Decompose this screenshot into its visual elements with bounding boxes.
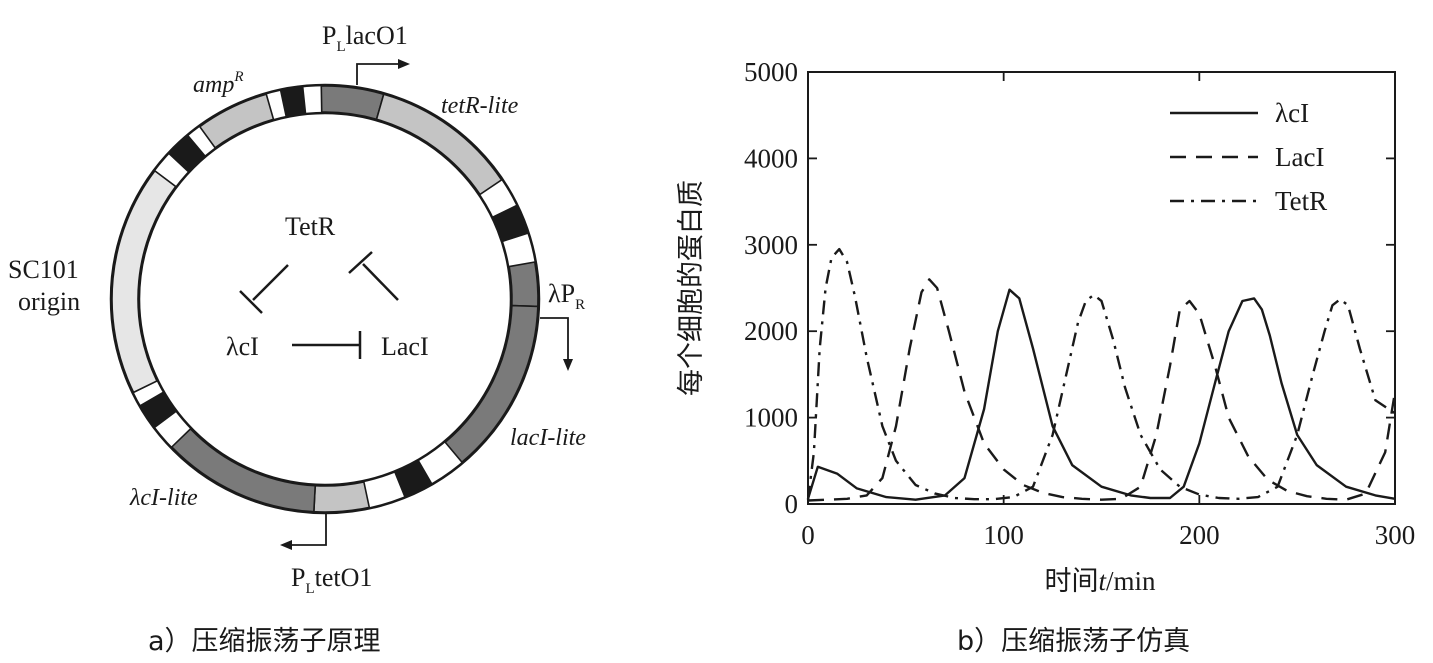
y-tick-label: 3000	[744, 230, 798, 260]
tetr-lite-label: tetR-lite	[441, 93, 519, 119]
legend-label: λcI	[1275, 98, 1309, 128]
legend-label: LacI	[1275, 142, 1324, 172]
ptet01-arrow-head	[280, 540, 292, 550]
x-axis-label: 时间t/min	[1044, 566, 1156, 597]
caption-a: a）压缩振荡子原理	[148, 626, 381, 657]
segment-lambda-ci-lite	[170, 427, 317, 513]
placo1-arrow-head	[398, 59, 410, 69]
plasmid-outer-ring	[109, 83, 541, 515]
ptet01-promoter-arrow	[290, 514, 327, 546]
network-tetr-label: TetR	[285, 212, 336, 241]
segment-laci-lite	[444, 304, 539, 464]
lambda-pr-promoter-arrow	[540, 317, 569, 362]
y-tick-label: 2000	[744, 316, 798, 346]
segment-lambda-pr	[508, 261, 539, 308]
network-laci-label: LacI	[381, 332, 429, 361]
y-tick-label: 4000	[744, 143, 798, 173]
x-tick-label: 100	[983, 520, 1024, 550]
plasmid-diagram: PLlacO1 λPR PLtetO1 tetR-lite ampR SC101…	[8, 21, 586, 657]
repression-line-laci-tetr	[362, 263, 399, 301]
laci-lite-label: lacI-lite	[510, 425, 586, 451]
placo1-label: PLlacO1	[322, 21, 408, 55]
legend-label: TetR	[1275, 186, 1327, 216]
y-tick-label: 0	[785, 489, 799, 519]
segment-sc101-origin	[111, 169, 177, 394]
plot-area-frame	[807, 71, 1396, 505]
segment-terminator-1	[492, 204, 529, 243]
series-line-dashed	[807, 278, 1397, 502]
segment-ampr	[198, 93, 275, 149]
segment-tetr-lite	[375, 93, 503, 196]
repression-line-tetr-ci	[252, 264, 289, 301]
y-axis-label: 每个细胞的蛋白质	[676, 180, 707, 396]
sc101-origin-label-2: origin	[18, 287, 80, 316]
chart-legend: λcI LacI TetR	[1170, 98, 1327, 216]
sc101-origin-label-1: SC101	[8, 255, 79, 284]
placo1-promoter-arrow	[356, 63, 402, 85]
series-line-dashdot	[806, 247, 1396, 501]
lambda-ci-lite-label: λcI-lite	[129, 485, 198, 511]
lambda-pr-label: λPR	[548, 279, 585, 313]
segment-terminator-3	[139, 391, 177, 429]
chart-series	[806, 247, 1397, 502]
x-tick-label: 300	[1375, 520, 1416, 550]
y-tick-label: 1000	[744, 403, 798, 433]
x-tick-label: 0	[801, 520, 815, 550]
ptet01-label: PLtetO1	[291, 563, 372, 597]
caption-b: b）压缩振荡子仿真	[957, 626, 1190, 657]
series-line-solid	[806, 288, 1396, 501]
y-tick-label: 5000	[744, 57, 798, 87]
segment-ptet01	[313, 480, 371, 513]
repression-network: TetR λcI LacI	[226, 212, 429, 361]
ampr-label: ampR	[193, 69, 244, 98]
x-tick-label: 200	[1179, 520, 1220, 550]
axis-ticks: 0 1000 2000 3000 4000 5000 0 100 200 300	[744, 57, 1415, 550]
plasmid-segments	[111, 85, 539, 513]
repression-bar-tetr-ci	[239, 290, 263, 314]
network-lambda-ci-label: λcI	[226, 332, 259, 361]
simulation-chart: 0 1000 2000 3000 4000 5000 0 100 200 300 λcI LacI T…	[676, 57, 1415, 657]
segment-terminator-2	[394, 459, 433, 498]
repression-bar-laci-tetr	[348, 251, 373, 274]
plasmid-inner-ring	[137, 111, 513, 487]
segment-terminator-4	[168, 134, 206, 173]
lambda-pr-arrow-head	[563, 359, 573, 371]
segment-terminator-5	[279, 86, 307, 118]
